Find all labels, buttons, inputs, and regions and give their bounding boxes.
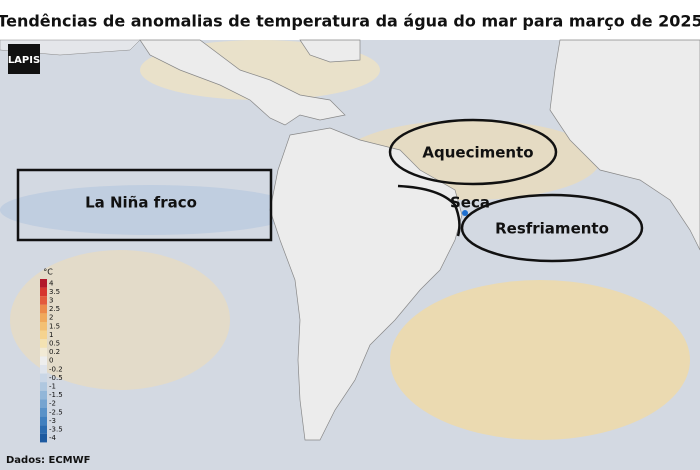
la-nina-outline [16, 168, 273, 242]
anomaly-patch [390, 280, 690, 440]
color-legend: °C 43.532.521.510.50.20-0.2-0.5-1-1.5-2-… [40, 268, 63, 443]
legend-label: -1 [49, 383, 56, 391]
anomaly-patch [10, 250, 230, 390]
legend-swatch [40, 296, 47, 305]
legend-swatch [40, 408, 47, 417]
legend-swatch [40, 365, 47, 374]
legend-swatch [40, 399, 47, 408]
land-north-america [299, 39, 361, 63]
legend-label: 0.5 [49, 340, 60, 348]
legend-swatch [40, 322, 47, 331]
legend-label: -3 [49, 417, 56, 425]
legend-swatch [40, 287, 47, 297]
legend-swatch [40, 433, 47, 443]
legend-swatch [40, 313, 47, 322]
legend-swatch [40, 279, 47, 288]
drought-point [462, 210, 468, 216]
legend-label: -1.5 [49, 391, 63, 399]
legend-label: 3.5 [49, 288, 60, 296]
legend-label: -3.5 [49, 426, 63, 434]
legend-swatch [40, 382, 47, 391]
title: Tendências de anomalias de temperatura d… [0, 12, 700, 31]
drought-label: Seca [450, 194, 490, 212]
legend-label: 2.5 [49, 305, 60, 313]
logo-text: LAPIS [8, 55, 40, 66]
legend-label: -2.5 [49, 408, 63, 416]
drought-line [397, 184, 461, 237]
legend-label: 3 [49, 297, 53, 305]
land-africa [549, 39, 700, 251]
legend-label: -0.5 [49, 374, 63, 382]
logo-box [8, 44, 40, 74]
land-north-america [139, 39, 346, 126]
legend-swatch [40, 339, 47, 348]
warming-outline [388, 118, 558, 186]
legend-label: -0.2 [49, 365, 63, 373]
legend-swatch [40, 373, 47, 383]
legend-swatch [40, 304, 47, 314]
logo: LAPIS [8, 44, 40, 74]
legend-swatch [40, 390, 47, 400]
legend-swatch [40, 330, 47, 340]
legend-unit: °C [43, 268, 53, 277]
legend-swatch [40, 356, 47, 365]
legend-label: 0 [49, 357, 53, 365]
legend-label: 1 [49, 331, 53, 339]
legend-swatch [40, 416, 47, 426]
warming-label: Aquecimento [422, 144, 533, 162]
legend-label: 2 [49, 314, 53, 322]
source: Dados: ECMWF [6, 455, 91, 466]
legend-swatch [40, 347, 47, 357]
map-area [0, 39, 700, 470]
legend-label: 4 [49, 279, 54, 287]
legend-swatch [40, 425, 47, 434]
anomaly-patch [0, 185, 300, 235]
land-south-america [269, 127, 463, 441]
cooling-outline [460, 193, 644, 263]
legend-label: -2 [49, 400, 56, 408]
cooling-label: Resfriamento [495, 220, 609, 238]
legend-label: 0.2 [49, 348, 60, 356]
legend-label: -4 [49, 434, 57, 442]
legend-label: 1.5 [49, 322, 60, 330]
la-nina-label: La Niña fraco [85, 194, 197, 212]
